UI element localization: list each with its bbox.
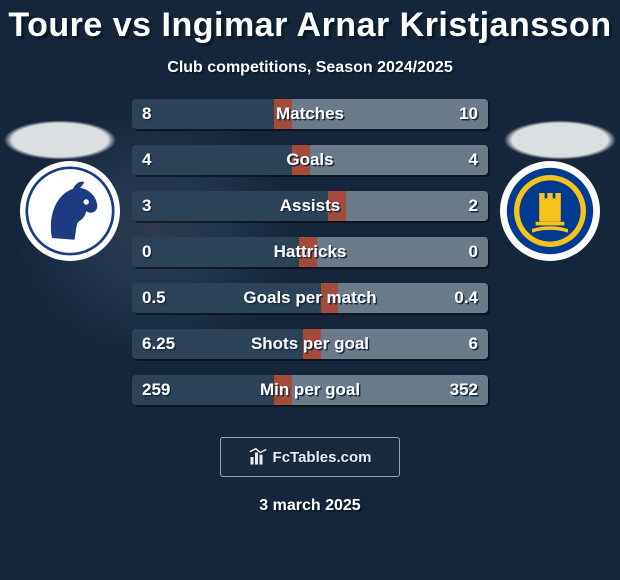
club-badge-right: 1964 xyxy=(500,161,600,261)
stat-segment-mid xyxy=(299,237,317,267)
stat-row: Shots per goal6.256 xyxy=(132,329,488,359)
stat-bars-container: Matches810 Goals44 Assists32 Hattricks00 Goa… xyxy=(132,99,488,421)
stat-segment-right xyxy=(321,329,488,359)
stat-segment-right xyxy=(292,99,488,129)
stat-segment-left xyxy=(132,99,274,129)
stat-segment-mid xyxy=(274,99,292,129)
stat-segment-mid xyxy=(303,329,321,359)
stat-segment-right xyxy=(346,191,488,221)
fctables-watermark[interactable]: FcTables.com xyxy=(220,437,400,477)
stat-segment-right xyxy=(310,145,488,175)
svg-text:1964: 1964 xyxy=(541,230,559,239)
brondby-if-logo-icon: 1964 xyxy=(505,166,595,256)
subtitle: Club competitions, Season 2024/2025 xyxy=(0,59,620,77)
stat-segment-left xyxy=(132,375,274,405)
stat-row: Matches810 xyxy=(132,99,488,129)
stat-segment-right xyxy=(317,237,488,267)
stat-segment-mid xyxy=(321,283,339,313)
stat-segment-right xyxy=(292,375,488,405)
stat-row: Goals per match0.50.4 xyxy=(132,283,488,313)
stat-segment-mid xyxy=(328,191,346,221)
stat-segment-mid xyxy=(274,375,292,405)
stat-segment-left xyxy=(132,329,303,359)
stat-row: Min per goal259352 xyxy=(132,375,488,405)
stat-row: Assists32 xyxy=(132,191,488,221)
stat-row: Hattricks00 xyxy=(132,237,488,267)
date-text: 3 march 2025 xyxy=(0,497,620,515)
bar-chart-icon xyxy=(249,448,267,466)
randers-fc-logo-icon xyxy=(25,166,115,256)
club-badge-left xyxy=(20,161,120,261)
watermark-text: FcTables.com xyxy=(273,449,372,466)
comparison-arena: 1964 Matches810 Goals44 Assists32 Hattricks… xyxy=(0,99,620,419)
stat-segment-mid xyxy=(292,145,310,175)
stat-segment-left xyxy=(132,237,299,267)
stat-segment-left xyxy=(132,145,292,175)
stat-segment-left xyxy=(132,283,321,313)
stat-row: Goals44 xyxy=(132,145,488,175)
stat-segment-right xyxy=(338,283,488,313)
stat-segment-left xyxy=(132,191,328,221)
page-title: Toure vs Ingimar Arnar Kristjansson xyxy=(0,0,620,45)
